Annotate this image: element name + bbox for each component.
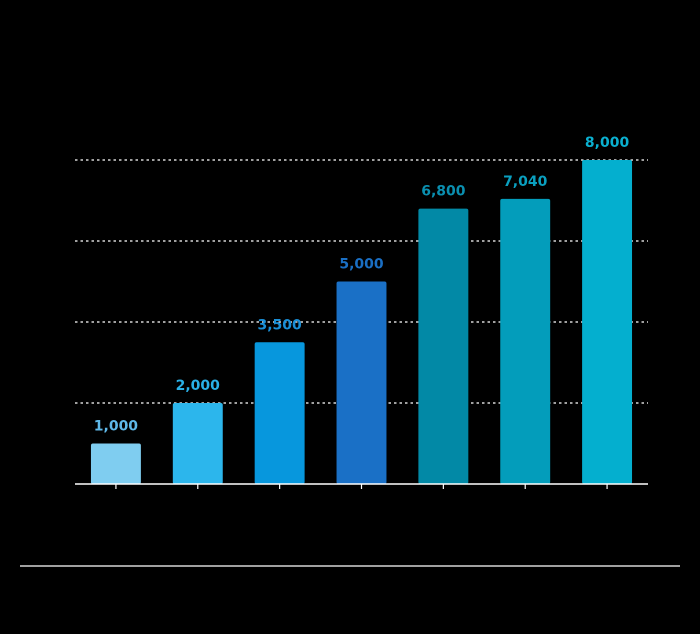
data-label-4: 6,800 (421, 184, 466, 200)
bar-0 (90, 443, 141, 484)
x-axis (75, 483, 648, 489)
data-label-1: 2,000 (176, 378, 221, 394)
data-label-3: 5,000 (339, 257, 384, 273)
data-labels: 1,000 2,000 3,500 5,000 6,800 7,040 8,000 (94, 135, 630, 435)
data-label-2: 3,500 (257, 317, 302, 333)
data-label-0: 1,000 (94, 419, 139, 435)
bar-2 (254, 342, 305, 484)
bar-3 (336, 281, 387, 484)
bar-6 (582, 160, 633, 484)
bar-5 (500, 198, 551, 484)
bar-4 (418, 208, 469, 484)
bar-1 (172, 403, 223, 484)
bars (90, 160, 633, 484)
data-label-6: 8,000 (585, 135, 630, 151)
data-label-5: 7,040 (503, 174, 548, 190)
